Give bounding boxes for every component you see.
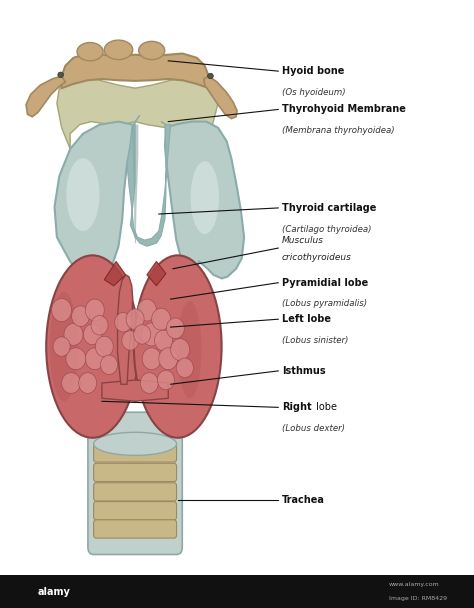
FancyBboxPatch shape [93,520,176,538]
Ellipse shape [58,72,64,78]
Polygon shape [102,380,168,401]
Text: alamy: alamy [38,587,71,596]
FancyBboxPatch shape [93,463,176,482]
Ellipse shape [91,316,108,335]
FancyBboxPatch shape [93,483,176,501]
Ellipse shape [77,43,103,61]
Text: (Lobus sinister): (Lobus sinister) [282,336,348,345]
Polygon shape [127,116,171,246]
Text: Thyrohyoid Membrane: Thyrohyoid Membrane [282,105,406,114]
Ellipse shape [138,41,165,60]
Ellipse shape [46,255,138,438]
Ellipse shape [53,337,70,356]
Text: (Os hyoideum): (Os hyoideum) [282,88,346,97]
Text: (Cartilago thyroidea): (Cartilago thyroidea) [282,225,372,233]
Polygon shape [26,76,65,117]
Ellipse shape [52,299,72,322]
Ellipse shape [176,358,193,378]
Polygon shape [62,54,209,88]
Ellipse shape [171,339,190,361]
Ellipse shape [166,318,184,339]
Text: cricothyroideus: cricothyroideus [282,254,352,262]
Text: www.alamy.com: www.alamy.com [389,582,439,587]
Text: Thyroid cartilage: Thyroid cartilage [282,203,376,213]
Polygon shape [55,122,133,278]
FancyBboxPatch shape [88,412,182,554]
Ellipse shape [134,325,151,344]
Ellipse shape [72,306,90,326]
Polygon shape [165,122,244,278]
Text: Isthmus: Isthmus [282,366,326,376]
Ellipse shape [104,40,133,60]
Ellipse shape [66,348,86,370]
Ellipse shape [95,336,113,357]
Ellipse shape [62,373,81,393]
Ellipse shape [85,348,104,370]
Ellipse shape [142,348,161,370]
Text: Left lobe: Left lobe [282,314,331,324]
Ellipse shape [152,308,171,330]
Ellipse shape [93,432,176,455]
Text: lobe: lobe [313,402,337,412]
Text: (Lobus dexter): (Lobus dexter) [282,424,345,433]
Ellipse shape [159,348,178,370]
Polygon shape [57,76,218,149]
FancyBboxPatch shape [93,502,176,520]
Ellipse shape [208,74,213,79]
Text: Hyoid bone: Hyoid bone [282,66,345,76]
Ellipse shape [122,331,139,350]
Text: Musculus: Musculus [282,237,324,245]
Ellipse shape [50,292,78,401]
Ellipse shape [157,370,174,390]
Polygon shape [132,125,138,243]
Ellipse shape [85,299,104,321]
Ellipse shape [191,161,219,234]
Ellipse shape [155,330,173,351]
Bar [0,575,474,608]
FancyBboxPatch shape [93,444,176,462]
Polygon shape [104,261,126,286]
Polygon shape [147,261,166,286]
Ellipse shape [142,323,162,346]
Ellipse shape [140,373,158,393]
Polygon shape [204,76,237,119]
Ellipse shape [66,158,100,231]
Ellipse shape [64,323,83,345]
Ellipse shape [100,355,118,375]
Text: (Membrana thyrohyoidea): (Membrana thyrohyoidea) [282,126,395,135]
Text: Right: Right [282,402,311,412]
Ellipse shape [83,324,101,345]
Ellipse shape [115,313,132,332]
Ellipse shape [178,301,201,398]
Polygon shape [118,275,133,384]
Text: (Lobus pyramidalis): (Lobus pyramidalis) [282,300,367,308]
Ellipse shape [137,299,156,321]
Text: Pyramidial lobe: Pyramidial lobe [282,278,368,288]
Text: Image ID: RM8429: Image ID: RM8429 [389,596,447,601]
Ellipse shape [134,255,222,438]
Text: Trachea: Trachea [282,495,325,505]
Ellipse shape [79,373,97,393]
Ellipse shape [126,309,144,330]
